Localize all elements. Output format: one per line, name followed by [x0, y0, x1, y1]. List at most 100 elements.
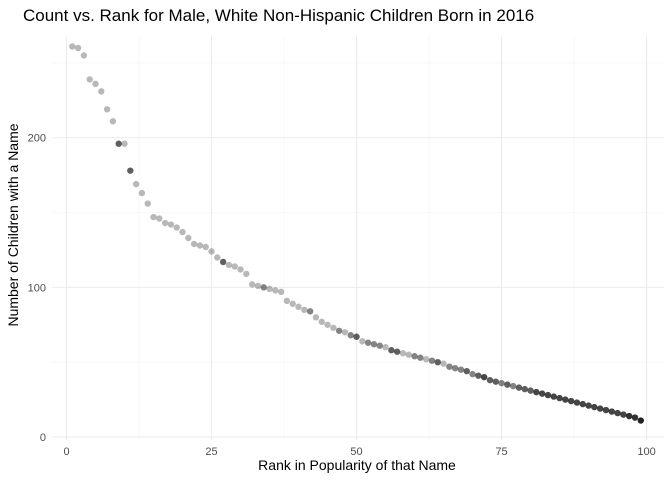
y-tick-label: 200	[28, 133, 46, 145]
data-point	[74, 44, 82, 52]
x-axis-tick-labels: 0 25 50 75 100	[63, 446, 655, 458]
data-point	[620, 411, 627, 418]
data-point	[330, 324, 337, 331]
data-point	[173, 224, 180, 231]
data-point	[422, 356, 430, 363]
data-point	[428, 357, 436, 364]
data-point	[596, 405, 604, 412]
data-point	[562, 396, 569, 403]
data-point	[266, 285, 273, 293]
data-point	[451, 364, 459, 372]
data-point	[457, 366, 465, 373]
data-point	[103, 106, 111, 113]
data-point	[289, 300, 296, 308]
data-point	[109, 118, 117, 125]
data-point	[161, 219, 169, 227]
data-point	[225, 261, 233, 269]
data-point	[631, 414, 639, 421]
data-point	[446, 363, 453, 370]
data-point	[556, 394, 563, 402]
x-tick-label: 25	[205, 446, 217, 458]
data-point	[614, 409, 621, 417]
data-point	[405, 351, 412, 358]
y-tick-label: 0	[40, 432, 46, 444]
data-point	[248, 281, 256, 288]
data-point	[214, 254, 221, 261]
data-point	[272, 287, 279, 294]
data-point	[480, 373, 488, 381]
data-point	[637, 417, 644, 424]
data-point	[318, 318, 325, 325]
data-point	[92, 80, 99, 88]
data-point	[486, 376, 494, 384]
data-point	[127, 167, 134, 174]
data-point	[550, 393, 557, 400]
data-point	[150, 213, 157, 221]
data-point	[301, 306, 308, 314]
data-point	[335, 327, 343, 334]
data-point	[585, 402, 592, 409]
data-point	[69, 43, 76, 50]
data-point	[144, 200, 151, 207]
data-point	[527, 387, 534, 394]
data-point	[567, 397, 575, 405]
x-tick-label: 100	[637, 446, 655, 458]
data-point	[196, 242, 204, 249]
data-point	[98, 88, 105, 95]
data-point	[243, 270, 250, 278]
data-point	[138, 189, 146, 197]
data-point	[312, 314, 320, 321]
y-tick-label: 100	[28, 282, 46, 294]
data-point	[277, 288, 285, 296]
data-point	[399, 350, 407, 357]
data-point	[515, 384, 523, 391]
data-point	[306, 308, 314, 315]
data-point	[156, 215, 163, 222]
data-point	[202, 243, 209, 251]
major-gridlines	[52, 36, 664, 440]
data-point	[521, 385, 528, 393]
data-point	[544, 391, 552, 399]
chart-title: Count vs. Rank for Male, White Non-Hispa…	[23, 6, 534, 25]
data-points	[69, 43, 644, 424]
y-axis-tick-labels: 0 100 200	[28, 133, 46, 444]
x-tick-label: 0	[63, 446, 69, 458]
data-point	[579, 400, 586, 408]
data-point	[237, 266, 244, 273]
y-axis-label: Number of Children with a Name	[5, 123, 21, 326]
data-point	[469, 370, 476, 378]
data-point	[295, 303, 302, 311]
data-point	[388, 347, 395, 354]
data-point	[504, 381, 511, 388]
data-point	[393, 348, 401, 355]
data-point	[254, 282, 262, 290]
data-point	[231, 263, 238, 270]
data-point	[602, 406, 610, 414]
data-point	[179, 228, 186, 236]
data-point	[475, 372, 482, 379]
data-point	[359, 338, 366, 345]
data-point	[219, 258, 227, 266]
data-point	[463, 367, 470, 375]
data-point	[86, 76, 93, 83]
data-point	[80, 52, 88, 59]
data-point	[538, 390, 546, 397]
data-point	[208, 248, 215, 255]
data-point	[608, 408, 615, 415]
data-point	[260, 284, 267, 291]
x-tick-label: 75	[495, 446, 507, 458]
data-point	[382, 344, 389, 351]
data-point	[370, 341, 378, 348]
minor-gridlines	[52, 36, 664, 440]
data-point	[498, 379, 505, 387]
data-point	[353, 333, 360, 340]
data-point	[573, 399, 581, 406]
data-point	[509, 382, 517, 390]
data-point	[167, 221, 175, 228]
x-tick-label: 50	[350, 446, 362, 458]
data-point	[591, 403, 598, 411]
data-point	[492, 378, 499, 385]
data-point	[417, 354, 424, 361]
data-point	[533, 388, 540, 396]
